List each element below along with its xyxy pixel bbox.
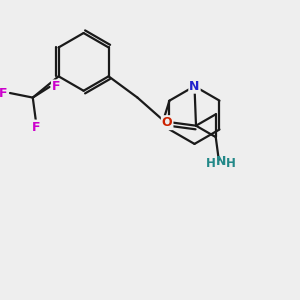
- Text: N: N: [216, 155, 226, 168]
- Text: F: F: [52, 80, 60, 94]
- Text: F: F: [0, 86, 8, 100]
- Text: N: N: [189, 80, 200, 93]
- Text: H: H: [206, 157, 216, 170]
- Text: F: F: [32, 121, 40, 134]
- Text: H: H: [225, 157, 235, 170]
- Text: O: O: [162, 116, 172, 129]
